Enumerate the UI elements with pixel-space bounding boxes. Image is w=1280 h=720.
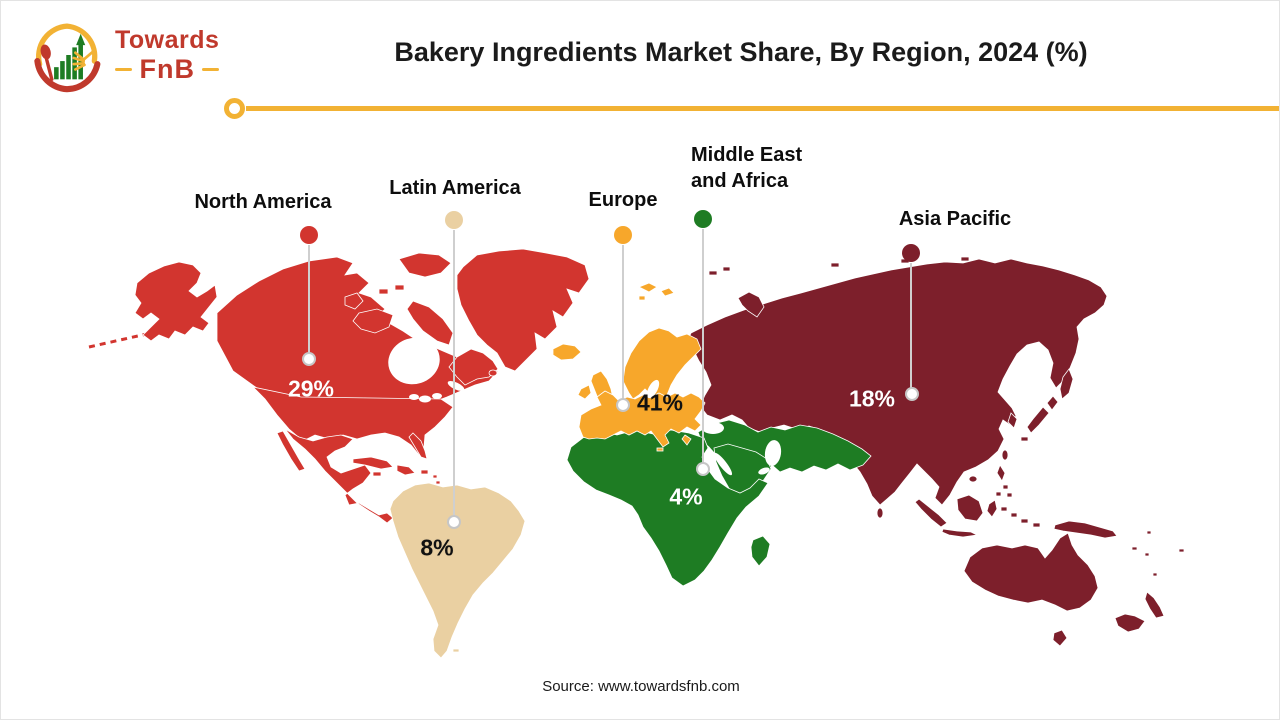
leader-end-dot-asia-pacific [905, 387, 919, 401]
region-label-asia-pacific: Asia Pacific [898, 208, 1012, 230]
world-map [88, 248, 1185, 659]
fork-icon [72, 49, 96, 71]
leader-line-north-america [308, 245, 310, 359]
brand-text: Towards FnB [115, 25, 220, 84]
map-region-north-america [88, 248, 590, 524]
leader-line-latin-america [453, 230, 455, 522]
brand-right-dash [201, 67, 219, 71]
region-label-middle-east-africa: Middle East and Africa [691, 144, 803, 192]
value-label-latin-america: 8% [420, 534, 454, 561]
logo-red-arc [34, 58, 101, 93]
region-dot-latin-america [445, 211, 463, 229]
divider-line [246, 106, 1279, 111]
value-label-europe: 41% [636, 389, 684, 416]
logo-emblem-icon [34, 23, 101, 93]
map-water-cutouts [388, 337, 782, 476]
map-region-asia-pacific [687, 256, 1185, 647]
leader-end-dot-north-america [302, 352, 316, 366]
value-label-middle-east-africa: 4% [669, 483, 703, 510]
page-title: Bakery Ingredients Market Share, By Regi… [394, 37, 1088, 67]
region-dot-middle-east-africa [694, 210, 712, 228]
map-region-europe [552, 282, 706, 452]
leader-end-dot-latin-america [447, 515, 461, 529]
map-region-latin-america [389, 482, 526, 659]
leader-line-europe [622, 245, 624, 405]
region-label-north-america: North America [194, 191, 332, 213]
source-text: Source: www.towardsfnb.com [542, 678, 740, 695]
brand-fnb: FnB [139, 53, 195, 84]
brand-logo: Towards FnB [29, 17, 219, 93]
region-label-europe: Europe [588, 189, 658, 211]
value-label-north-america: 29% [287, 375, 335, 402]
region-dot-europe [614, 226, 632, 244]
leader-end-dot-europe [616, 398, 630, 412]
map-region-middle-east-africa [566, 419, 872, 587]
region-dot-asia-pacific [902, 244, 920, 262]
region-label-latin-america: Latin America [389, 177, 521, 199]
leader-end-dot-middle-east-africa [696, 462, 710, 476]
brand-left-dash [115, 67, 133, 71]
spoon-icon [40, 44, 54, 82]
leader-line-middle-east-africa [702, 229, 704, 469]
logo-yellow-arc [36, 23, 98, 67]
value-label-asia-pacific: 18% [848, 385, 896, 412]
brand-towards: Towards [115, 25, 220, 54]
divider-ring-icon [224, 98, 245, 119]
leader-line-asia-pacific [910, 263, 912, 394]
region-dot-north-america [300, 226, 318, 244]
